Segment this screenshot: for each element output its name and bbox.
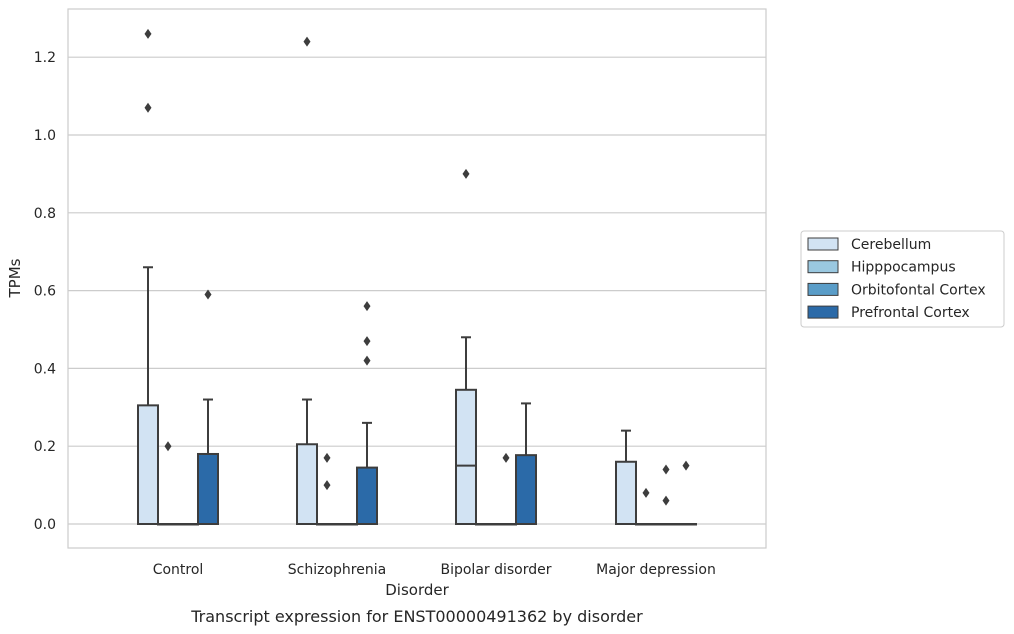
legend-label: Prefrontal Cortex bbox=[851, 305, 970, 321]
outlier-point bbox=[303, 36, 311, 47]
x-axis-title: Disorder bbox=[385, 581, 449, 599]
box-group bbox=[356, 301, 378, 525]
legend-label: Hipppocampus bbox=[851, 260, 956, 276]
outlier-point bbox=[662, 464, 670, 475]
box-group bbox=[316, 452, 338, 526]
y-tick-label: 0.0 bbox=[34, 517, 56, 533]
y-tick-label: 0.8 bbox=[34, 206, 56, 222]
legend-label: Orbitofontal Cortex bbox=[851, 282, 986, 298]
box-group bbox=[615, 429, 637, 526]
outlier-point bbox=[363, 336, 371, 347]
outlier-point bbox=[363, 355, 371, 366]
box-group bbox=[455, 168, 477, 526]
outlier-point bbox=[502, 452, 510, 463]
box-group bbox=[635, 487, 657, 526]
outlier-point bbox=[642, 487, 650, 498]
outlier-point bbox=[363, 301, 371, 312]
box-rect bbox=[615, 460, 637, 526]
legend-swatch bbox=[807, 305, 839, 319]
box-group bbox=[197, 289, 219, 526]
box-rect bbox=[197, 452, 219, 526]
chart-caption: Transcript expression for ENST0000049136… bbox=[190, 607, 643, 626]
box-group bbox=[515, 402, 537, 525]
x-tick-label: Major depression bbox=[596, 562, 716, 578]
box-group bbox=[336, 523, 358, 526]
outlier-point bbox=[204, 289, 212, 300]
x-tick-label: Bipolar disorder bbox=[440, 562, 551, 578]
grid-lines bbox=[68, 56, 766, 525]
x-tick-label: Control bbox=[153, 562, 204, 578]
outlier-point bbox=[144, 102, 152, 113]
y-axis-ticks: 0.0 0.2 0.4 0.6 0.8 1.0 1.2 bbox=[34, 50, 56, 533]
outlier-point bbox=[323, 480, 331, 491]
box-rect bbox=[356, 466, 378, 525]
y-tick-label: 1.0 bbox=[34, 128, 56, 144]
x-axis-ticks: Control Schizophrenia Bipolar disorder Majo… bbox=[153, 562, 716, 578]
box-group bbox=[137, 28, 159, 526]
box-rect bbox=[296, 443, 318, 526]
outlier-point bbox=[323, 452, 331, 463]
plot-area-frame bbox=[67, 8, 767, 549]
y-tick-label: 0.4 bbox=[34, 361, 56, 377]
outlier-point bbox=[682, 460, 690, 471]
legend-label: Cerebellum bbox=[851, 237, 931, 253]
legend: Cerebellum Hipppocampus Orbitofontal Corte… bbox=[800, 230, 1005, 328]
box-group bbox=[177, 523, 199, 526]
box-group bbox=[675, 460, 697, 526]
x-tick-label: Schizophrenia bbox=[288, 562, 386, 578]
box-group bbox=[157, 441, 179, 526]
box-rect bbox=[515, 454, 537, 525]
y-tick-label: 0.2 bbox=[34, 439, 56, 455]
box-group bbox=[495, 452, 517, 526]
box-series bbox=[137, 28, 697, 526]
box-group bbox=[655, 464, 677, 526]
legend-frame bbox=[800, 230, 1005, 328]
box-group bbox=[475, 523, 497, 526]
outlier-point bbox=[144, 28, 152, 39]
y-tick-label: 0.6 bbox=[34, 284, 56, 300]
box-rect bbox=[137, 404, 159, 526]
y-axis-title: TPMs bbox=[6, 258, 24, 298]
outlier-point bbox=[164, 441, 172, 452]
legend-swatch bbox=[807, 260, 839, 274]
box-group bbox=[296, 36, 318, 526]
outlier-point bbox=[662, 495, 670, 506]
legend-swatch bbox=[807, 237, 839, 251]
box-rect bbox=[455, 388, 477, 526]
legend-swatch bbox=[807, 282, 839, 296]
outlier-point bbox=[462, 168, 470, 179]
y-tick-label: 1.2 bbox=[34, 50, 56, 66]
